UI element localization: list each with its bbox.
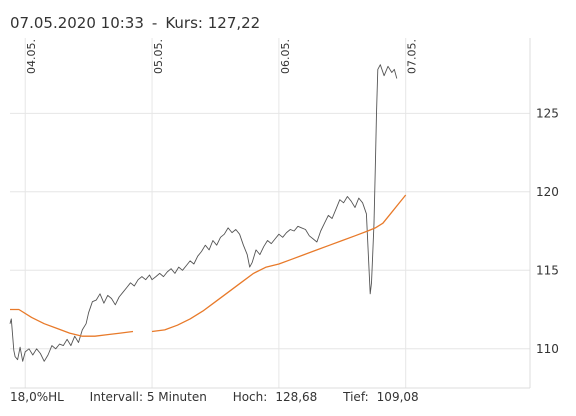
chart-header: 07.05.2020 10:33- Kurs: 127,22 — [10, 14, 260, 32]
chart-footer: 18,0%HL Intervall: 5 Minuten Hoch: 128,68… — [10, 390, 419, 404]
high-label: Hoch: — [232, 390, 268, 404]
kurs-value: 127,22 — [207, 14, 261, 32]
price-series-line — [9, 64, 398, 362]
x-tick-label: 05.05. — [152, 39, 165, 74]
high-value: 128,68 — [275, 390, 318, 404]
low-label: Tief: — [343, 390, 369, 404]
quote-date: 07.05.2020 10:33 — [10, 14, 144, 32]
hl-value: 18,0%HL — [10, 390, 64, 404]
x-tick-label: 06.05. — [279, 39, 292, 74]
low-value: 109,08 — [376, 390, 419, 404]
y-tick-label: 110 — [536, 342, 559, 356]
y-tick-label: 125 — [536, 106, 559, 120]
header-separator: - — [151, 14, 158, 32]
x-tick-label: 04.05. — [25, 39, 38, 74]
moving-average-line — [10, 308, 134, 337]
interval-text: Intervall: 5 Minuten — [89, 390, 207, 404]
y-tick-label: 120 — [536, 185, 559, 199]
x-tick-label: 07.05. — [406, 39, 419, 74]
kurs-label: Kurs: — [165, 14, 203, 32]
y-tick-label: 115 — [536, 263, 559, 277]
moving-average-line — [151, 194, 407, 333]
